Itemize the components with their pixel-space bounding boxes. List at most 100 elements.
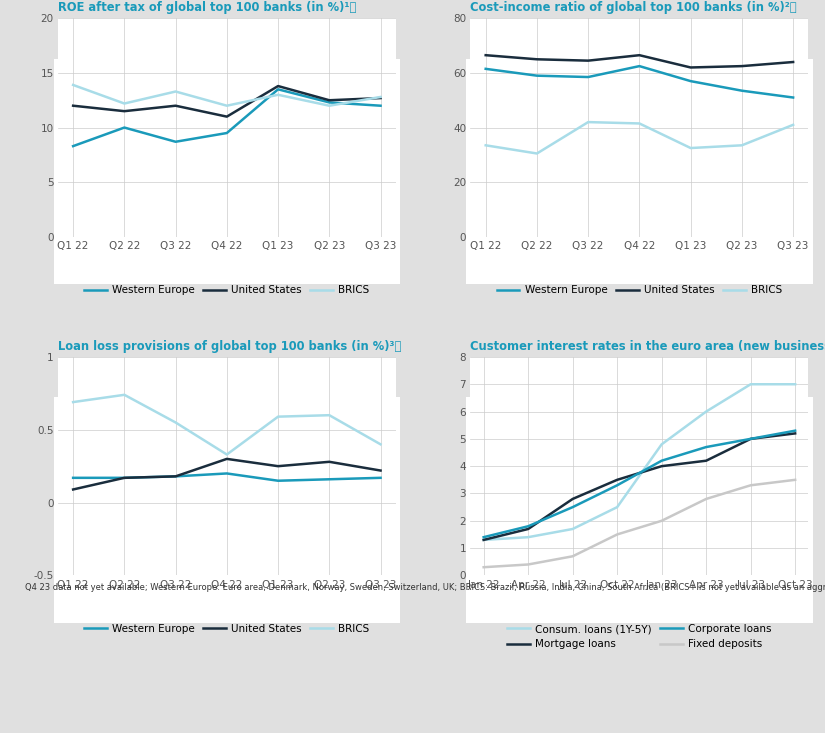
- BRICS: [481, 141, 491, 150]
- BRICS: [737, 141, 747, 150]
- United States: [375, 94, 385, 103]
- United States: [324, 457, 334, 466]
- BRICS: [222, 450, 232, 459]
- Consum. loans (1Y-5Y): [523, 533, 533, 542]
- Western Europe: [788, 93, 798, 102]
- Text: ROE after tax of global top 100 banks (in %)¹⧠: ROE after tax of global top 100 banks (i…: [58, 1, 356, 15]
- BRICS: [120, 99, 130, 108]
- United States: [737, 62, 747, 70]
- Line: BRICS: BRICS: [73, 395, 380, 454]
- Fixed deposits: [612, 530, 622, 539]
- Consum. loans (1Y-5Y): [701, 407, 711, 416]
- United States: [222, 454, 232, 463]
- Corporate loans: [701, 443, 711, 452]
- BRICS: [222, 101, 232, 110]
- United States: [68, 485, 78, 494]
- United States: [375, 466, 385, 475]
- Line: Corporate loans: Corporate loans: [483, 431, 795, 537]
- United States: [273, 81, 283, 90]
- Fixed deposits: [701, 495, 711, 504]
- Western Europe: [273, 85, 283, 94]
- BRICS: [171, 87, 181, 96]
- Text: Q4 23 data not yet available; Western Europe: Euro area, Denmark, Norway, Sweden: Q4 23 data not yet available; Western Eu…: [25, 583, 825, 592]
- Western Europe: [481, 65, 491, 73]
- Western Europe: [737, 86, 747, 95]
- United States: [68, 101, 78, 110]
- BRICS: [324, 410, 334, 419]
- BRICS: [532, 149, 542, 158]
- Legend: Consum. loans (1Y-5Y), Mortgage loans, Corporate loans, Fixed deposits: Consum. loans (1Y-5Y), Mortgage loans, C…: [503, 620, 776, 654]
- Mortgage loans: [568, 495, 577, 504]
- Line: Western Europe: Western Europe: [486, 66, 793, 97]
- Consum. loans (1Y-5Y): [746, 380, 756, 388]
- Mortgage loans: [612, 476, 622, 485]
- United States: [481, 51, 491, 59]
- BRICS: [68, 81, 78, 89]
- Western Europe: [222, 128, 232, 137]
- Mortgage loans: [657, 462, 667, 471]
- Western Europe: [68, 141, 78, 150]
- BRICS: [68, 398, 78, 407]
- Western Europe: [375, 474, 385, 482]
- Legend: Western Europe, United States, BRICS: Western Europe, United States, BRICS: [80, 620, 374, 638]
- BRICS: [583, 118, 593, 127]
- Corporate loans: [478, 533, 488, 542]
- Western Europe: [583, 73, 593, 81]
- Western Europe: [120, 474, 130, 482]
- United States: [583, 56, 593, 65]
- Corporate loans: [523, 522, 533, 531]
- Line: Western Europe: Western Europe: [73, 474, 380, 481]
- Western Europe: [222, 469, 232, 478]
- Text: Loan loss provisions of global top 100 banks (in %)³⧠: Loan loss provisions of global top 100 b…: [58, 340, 401, 353]
- Consum. loans (1Y-5Y): [568, 525, 577, 534]
- United States: [273, 462, 283, 471]
- Consum. loans (1Y-5Y): [790, 380, 800, 388]
- BRICS: [375, 440, 385, 449]
- Western Europe: [634, 62, 644, 70]
- Consum. loans (1Y-5Y): [612, 503, 622, 512]
- United States: [120, 107, 130, 116]
- Western Europe: [375, 101, 385, 110]
- Legend: Western Europe, United States, BRICS: Western Europe, United States, BRICS: [493, 281, 786, 300]
- Text: Cost-income ratio of global top 100 banks (in %)²⧠: Cost-income ratio of global top 100 bank…: [470, 1, 797, 15]
- BRICS: [120, 391, 130, 399]
- Consum. loans (1Y-5Y): [478, 536, 488, 545]
- Fixed deposits: [478, 563, 488, 572]
- BRICS: [324, 101, 334, 110]
- United States: [788, 58, 798, 67]
- Fixed deposits: [568, 552, 577, 561]
- Western Europe: [686, 77, 695, 86]
- United States: [120, 474, 130, 482]
- BRICS: [788, 120, 798, 129]
- BRICS: [686, 144, 695, 152]
- Western Europe: [171, 472, 181, 481]
- Line: United States: United States: [73, 86, 380, 117]
- Line: United States: United States: [73, 459, 380, 490]
- Fixed deposits: [523, 560, 533, 569]
- Corporate loans: [790, 427, 800, 435]
- Line: Mortgage loans: Mortgage loans: [483, 433, 795, 540]
- Text: Customer interest rates in the euro area (new business, in %): Customer interest rates in the euro area…: [470, 340, 825, 353]
- Corporate loans: [746, 435, 756, 443]
- Western Europe: [68, 474, 78, 482]
- United States: [532, 55, 542, 64]
- United States: [222, 112, 232, 121]
- Western Europe: [273, 476, 283, 485]
- BRICS: [634, 119, 644, 128]
- Line: Fixed deposits: Fixed deposits: [483, 480, 795, 567]
- Line: Western Europe: Western Europe: [73, 89, 380, 146]
- Fixed deposits: [746, 481, 756, 490]
- Mortgage loans: [746, 435, 756, 443]
- Line: BRICS: BRICS: [486, 122, 793, 153]
- United States: [686, 63, 695, 72]
- Mortgage loans: [478, 536, 488, 545]
- Mortgage loans: [523, 525, 533, 534]
- Line: United States: United States: [486, 55, 793, 67]
- Line: BRICS: BRICS: [73, 85, 380, 106]
- Corporate loans: [657, 457, 667, 465]
- Western Europe: [532, 71, 542, 80]
- Western Europe: [171, 137, 181, 146]
- Corporate loans: [612, 481, 622, 490]
- Line: Consum. loans (1Y-5Y): Consum. loans (1Y-5Y): [483, 384, 795, 540]
- Fixed deposits: [657, 516, 667, 525]
